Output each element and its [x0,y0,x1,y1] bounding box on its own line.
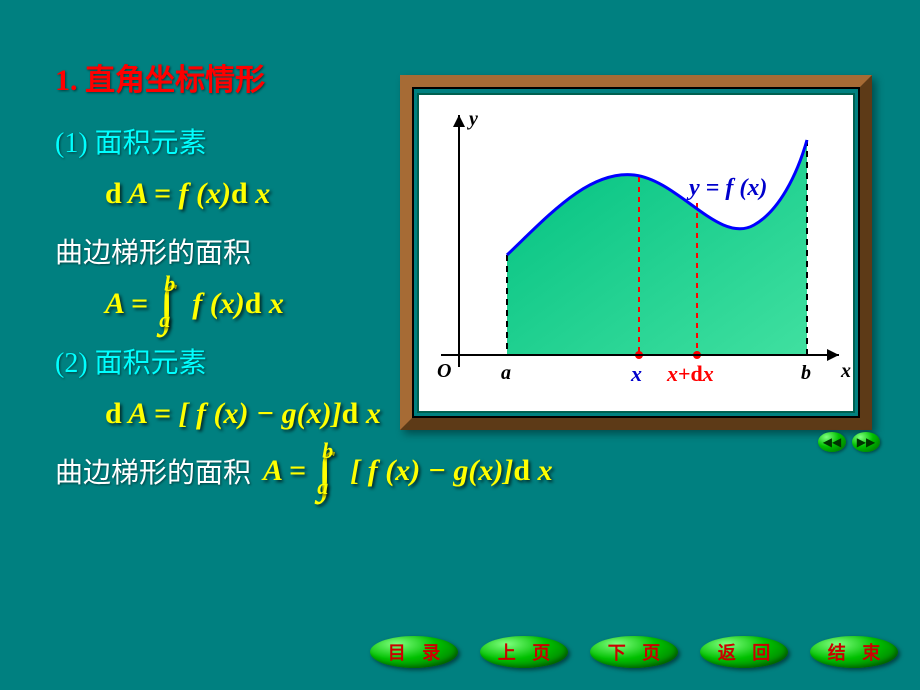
eq-A-int-fx-gx: A = ∫ba[ f (x) − g(x)]d x [263,454,553,488]
svg-text:x: x [840,360,851,382]
svg-text:y = f (x): y = f (x) [686,175,767,201]
svg-text:x+dx: x+dx [666,361,714,386]
next-button[interactable]: 下 页 [590,636,678,668]
back-button[interactable]: 返 回 [700,636,788,668]
eq4-body: [ f (x) − g(x)]d x [350,454,552,487]
svg-text:y: y [467,108,478,130]
end-button[interactable]: 结 束 [810,636,898,668]
prev-button[interactable]: 上 页 [480,636,568,668]
area-label-1: 曲边梯形的面积 [55,231,415,271]
eq4-lim-a: a [317,474,328,499]
svg-text:x: x [630,361,642,386]
eq-A-int-fx: A = ∫baf (x)d x [105,287,415,321]
chart-frame: y x Oa b x x+dx y = f (x) [400,75,872,430]
mini-prev-button[interactable]: ◀◀ [818,432,846,452]
mini-next-button[interactable]: ▶▶ [852,432,880,452]
nav-row: 目 录 上 页 下 页 返 回 结 束 [370,636,898,668]
eq2-prefix: A = [105,287,155,320]
svg-text:a: a [501,362,511,384]
toc-button[interactable]: 目 录 [370,636,458,668]
eq-dA-fx: d A = f (x)d x [105,177,415,211]
chart-svg: y x Oa b x x+dx y = f (x) [419,95,857,415]
chart: y x Oa b x x+dx y = f (x) [417,93,855,413]
eq4-lim-b: b [322,438,333,463]
svg-text:b: b [801,362,811,384]
eq2-lim-a: a [159,307,170,332]
sub-1: (1) 面积元素 [55,121,415,161]
eq2-body: f (x)d x [192,287,284,320]
eq4-prefix: A = [263,454,313,487]
svg-text:O: O [437,360,451,382]
heading-1: 1. 直角坐标情形 [55,55,415,99]
area-label-2: 曲边梯形的面积 [55,451,251,491]
eq2-lim-b: b [164,271,175,296]
mini-nav: ◀◀ ▶▶ [818,432,880,452]
sub-2: (2) 面积元素 [55,341,415,381]
